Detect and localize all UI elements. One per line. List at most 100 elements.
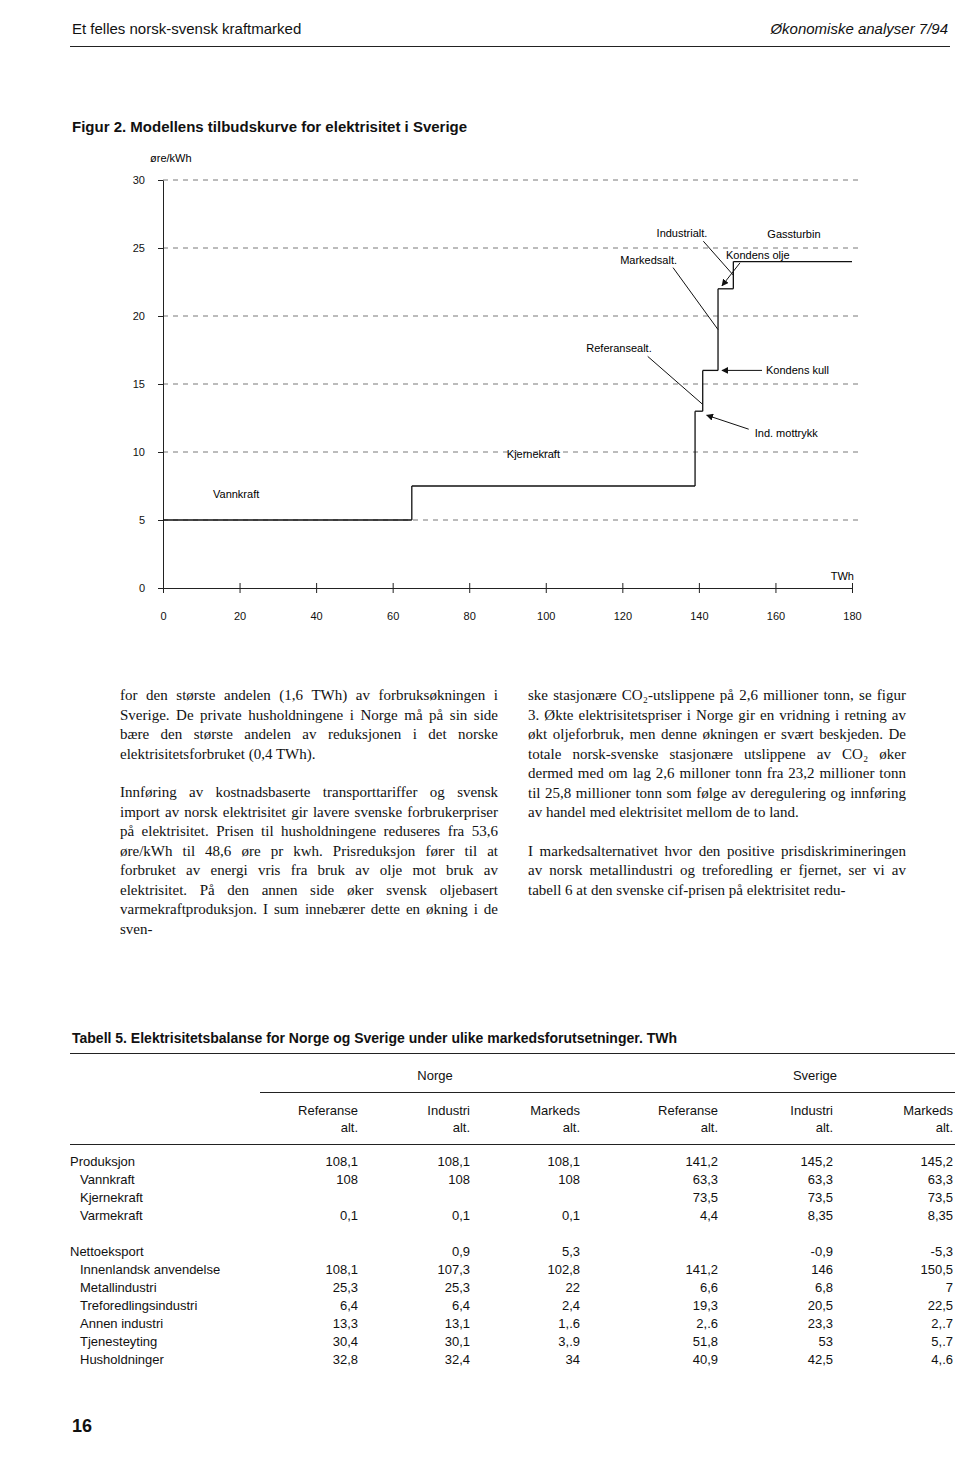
table-cell: 4,.6 [843, 1352, 953, 1367]
y-tick-label: 20 [133, 310, 145, 322]
table-cell: 1,.6 [470, 1316, 580, 1331]
segment-label: Ind. mottrykk [755, 427, 818, 439]
x-tick-mark [163, 583, 164, 593]
table-cell: 6,8 [723, 1280, 833, 1295]
table-row-label: Metallindustri [80, 1280, 157, 1295]
table-cell: 108,1 [470, 1154, 580, 1169]
table-cell: 6,4 [360, 1298, 470, 1313]
table-cell: 108 [248, 1172, 358, 1187]
table-cell: 8,35 [843, 1208, 953, 1223]
table-row-label: Tjenesteyting [80, 1334, 157, 1349]
grid-line [163, 180, 862, 181]
table-row-label: Husholdninger [80, 1352, 164, 1367]
table-cell: 32,4 [360, 1352, 470, 1367]
table-cell: 42,5 [723, 1352, 833, 1367]
table-group-header: Norge [375, 1068, 495, 1083]
x-tick: 0 [160, 583, 166, 622]
table-cell: 108,1 [248, 1262, 358, 1277]
table-cell: -0,9 [723, 1244, 833, 1259]
y-axis-line [163, 181, 164, 589]
x-tick-label: 20 [234, 610, 246, 622]
paragraph: ske stasjonære CO₂-utslippene på 2,6 mil… [528, 686, 906, 823]
table-cell: 7 [843, 1280, 953, 1295]
table-cell: 19,3 [608, 1298, 718, 1313]
table-cell: 13,1 [360, 1316, 470, 1331]
table-cell: 63,3 [608, 1172, 718, 1187]
table-row-label: Innenlandsk anvendelse [80, 1262, 220, 1277]
text-column: ske stasjonære CO₂-utslippene på 2,6 mil… [528, 686, 906, 919]
x-tick-label: 0 [160, 610, 166, 622]
table-column-header: alt. [608, 1120, 718, 1135]
header-right: Økonomiske analyser 7/94 [770, 20, 948, 37]
table-column-header: alt. [248, 1120, 358, 1135]
table-cell: 2,.7 [843, 1316, 953, 1331]
x-axis-line [164, 588, 853, 589]
table-cell: 108,1 [248, 1154, 358, 1169]
paragraph: for den største andelen (1,6 TWh) av for… [120, 686, 498, 764]
x-tick: 40 [310, 583, 322, 622]
table-column-header: Industri [723, 1103, 833, 1118]
annotation-label: Industrialt. [657, 227, 708, 239]
segment-pointer [722, 263, 740, 286]
step-segment [412, 485, 695, 486]
y-tick-mark [158, 384, 163, 385]
x-tick: 180 [843, 583, 861, 622]
table-column-header: Industri [360, 1103, 470, 1118]
table-row-label: Treforedlingsindustri [80, 1298, 197, 1313]
x-tick: 20 [234, 583, 246, 622]
table-cell: 108,1 [360, 1154, 470, 1169]
y-tick-mark [158, 452, 163, 453]
x-tick-mark [775, 583, 776, 593]
y-tick-label: 0 [139, 582, 145, 594]
paragraph: Innføring av kostnadsbaserte transportta… [120, 783, 498, 939]
step-segment [163, 519, 412, 520]
y-tick-label: 15 [133, 378, 145, 390]
annotation-pointer [673, 268, 718, 330]
annotation-label: Referansealt. [586, 342, 651, 354]
table-cell: 40,9 [608, 1352, 718, 1367]
segment-label: Vannkraft [213, 488, 259, 500]
y-tick: 15 [133, 378, 163, 390]
table-cell: 108 [360, 1172, 470, 1187]
y-axis: 051015202530 [133, 174, 164, 594]
table-cell: 63,3 [723, 1172, 833, 1187]
step-riser [411, 486, 412, 520]
x-tick-label: 180 [843, 610, 861, 622]
x-tick-mark [699, 583, 700, 593]
table-cell: 63,3 [843, 1172, 953, 1187]
x-tick: 120 [614, 583, 632, 622]
table-cell: 6,4 [248, 1298, 358, 1313]
table-column-header: Referanse [248, 1103, 358, 1118]
segment-label: Kondens olje [726, 249, 790, 261]
table-column-header: alt. [843, 1120, 953, 1135]
grid-line [163, 316, 862, 317]
paragraph: I markedsalternativet hvor den positive … [528, 842, 906, 901]
table-cell: 141,2 [608, 1154, 718, 1169]
x-tick: 60 [387, 583, 399, 622]
table-rule-top [70, 1053, 955, 1054]
table-row-label: Vannkraft [80, 1172, 135, 1187]
table-cell: 51,8 [608, 1334, 718, 1349]
table-row-label: Produksjon [70, 1154, 135, 1169]
table-row-label: Kjernekraft [80, 1190, 143, 1205]
table-cell: 107,3 [360, 1262, 470, 1277]
table-cell: 145,2 [723, 1154, 833, 1169]
y-tick-mark [158, 248, 163, 249]
x-tick-mark [622, 583, 623, 593]
table-cell: 2,4 [470, 1298, 580, 1313]
grid-line [163, 520, 862, 521]
x-tick-mark [546, 583, 547, 593]
table-cell: 73,5 [843, 1190, 953, 1205]
table-cell: 32,8 [248, 1352, 358, 1367]
table-cell: 150,5 [843, 1262, 953, 1277]
table-cell: 2,.6 [608, 1316, 718, 1331]
table-cell: 22,5 [843, 1298, 953, 1313]
segment-label: Kjernekraft [507, 448, 560, 460]
annotations: Referansealt.Markedsalt.Industrialt. [586, 227, 733, 404]
x-tick: 160 [767, 583, 785, 622]
y-tick: 10 [133, 446, 163, 458]
step-segment [703, 370, 718, 371]
x-tick-label: 160 [767, 610, 785, 622]
y-tick: 20 [133, 310, 163, 322]
x-tick-label: 40 [310, 610, 322, 622]
